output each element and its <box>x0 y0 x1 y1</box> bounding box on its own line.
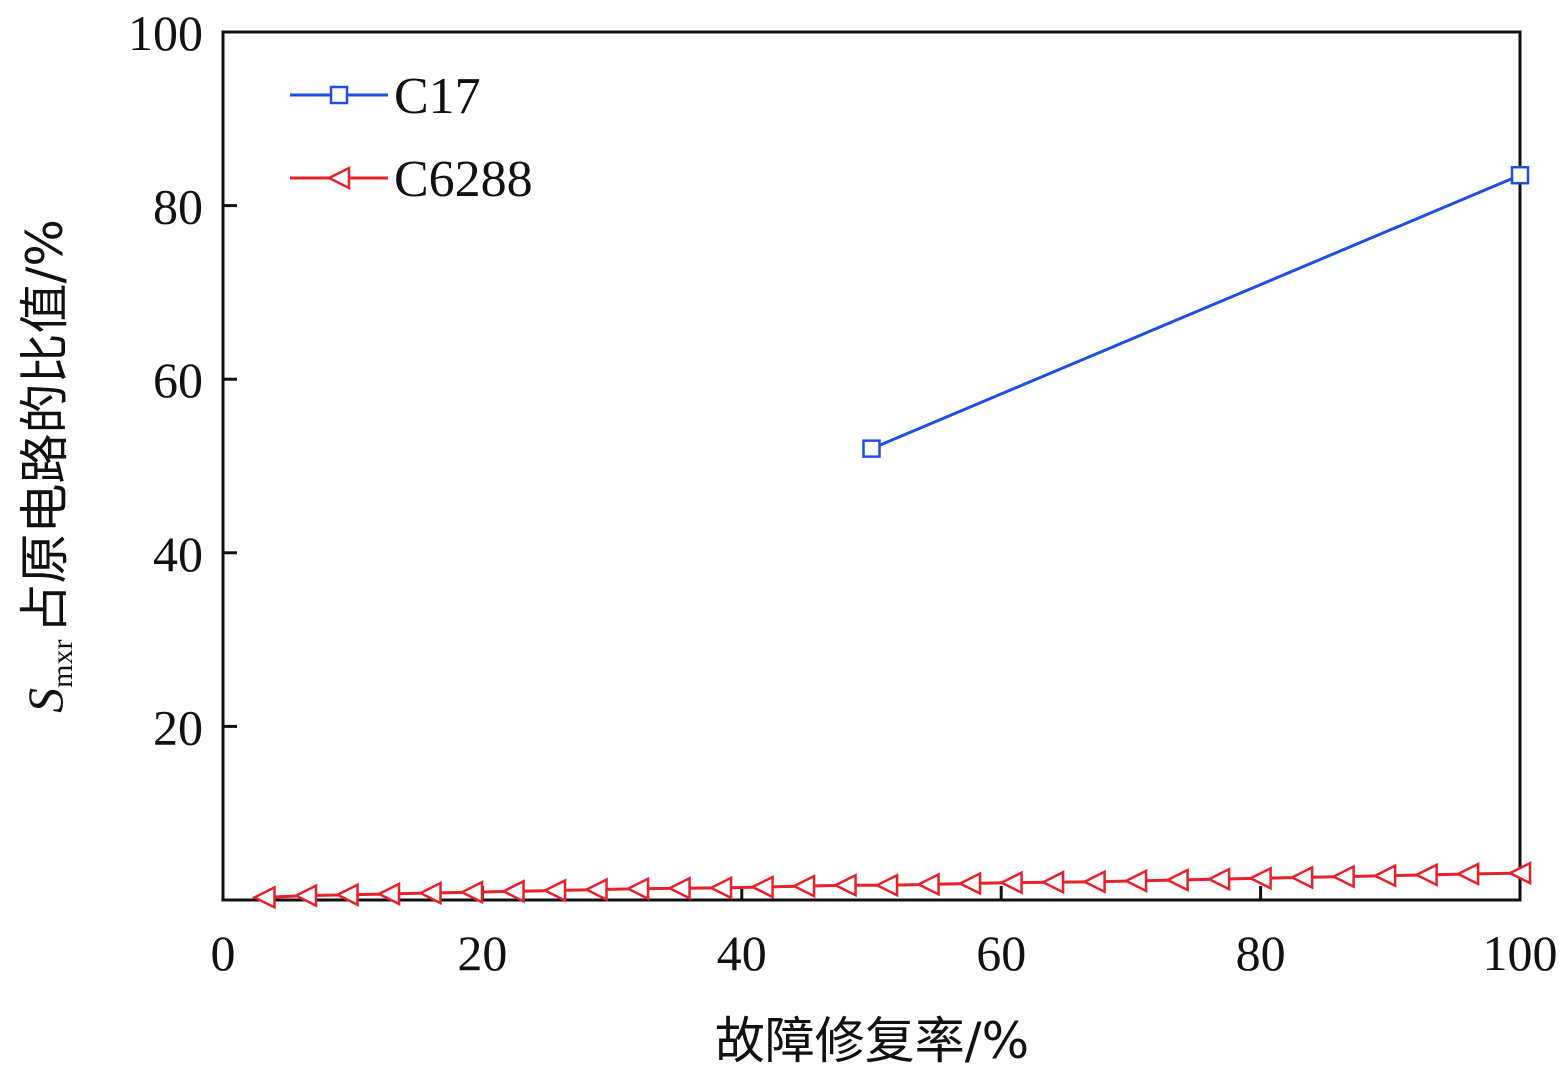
data-point-c6288 <box>459 880 484 905</box>
y-tick-label: 40 <box>153 526 203 582</box>
data-point-c6288 <box>1413 862 1438 887</box>
data-point-c6288 <box>915 872 940 897</box>
axis-ticks: 0 20 40 60 80 100 20 40 60 80 100 <box>128 5 1558 981</box>
data-point-c6288 <box>832 873 857 898</box>
y-axis-label-text: 占原电路的比值/% <box>16 219 74 633</box>
x-tick-label: 0 <box>211 925 236 981</box>
data-point-c6288 <box>1164 868 1189 893</box>
series-line-c17 <box>870 173 1521 451</box>
data-point-c6288 <box>542 878 567 903</box>
legend-item-c6288: C6288 <box>290 151 533 208</box>
x-tick-label: 60 <box>976 925 1026 981</box>
x-tick-label: 100 <box>1483 925 1558 981</box>
y-tick-label: 60 <box>153 352 203 408</box>
data-point-c6288 <box>1040 870 1065 895</box>
x-tick-label: 80 <box>1236 925 1286 981</box>
series-c17 <box>862 165 1530 458</box>
data-point-c6288 <box>874 873 899 898</box>
data-point-c6288 <box>293 883 318 908</box>
series-layer <box>251 165 1532 910</box>
data-point-c6288 <box>1507 861 1532 886</box>
data-point-c6288 <box>1206 867 1231 892</box>
y-tick-label: 80 <box>153 179 203 235</box>
data-point-c6288 <box>1081 869 1106 894</box>
legend-item-c17: C17 <box>290 68 481 125</box>
data-point-c6288 <box>1123 868 1148 893</box>
data-point-c6288 <box>1372 863 1397 888</box>
legend-marker-c17 <box>329 85 349 105</box>
x-axis-label: 故障修复率/% <box>715 1012 1029 1070</box>
data-point-c6288 <box>334 882 359 907</box>
svg-text:Smxr占原电路的比值/%: Smxr 占原电路的比值/% <box>16 219 79 713</box>
y-tick-label: 100 <box>128 5 203 61</box>
y-axis-label-symbol: S <box>17 688 73 713</box>
legend-marker-c6288 <box>326 165 351 191</box>
plot-frame <box>221 30 1522 902</box>
data-point-c6288 <box>376 881 401 906</box>
data-point-c6288 <box>583 877 608 902</box>
data-point-c6288 <box>1330 864 1355 889</box>
x-tick-label: 40 <box>717 925 767 981</box>
data-point-c17 <box>862 439 881 458</box>
data-point-c6288 <box>1455 861 1480 886</box>
data-point-c6288 <box>708 875 733 900</box>
data-point-c6288 <box>791 874 816 899</box>
data-point-c6288 <box>1289 865 1314 890</box>
data-point-c6288 <box>500 879 525 904</box>
data-point-c6288 <box>1247 866 1272 891</box>
legend-label-c17: C17 <box>394 68 481 125</box>
data-point-c17 <box>1510 165 1530 185</box>
data-point-c6288 <box>417 881 442 906</box>
data-point-c6288 <box>625 876 650 901</box>
data-point-c6288 <box>251 885 276 910</box>
data-point-c6288 <box>998 870 1023 895</box>
x-tick-label: 20 <box>457 925 507 981</box>
data-point-c6288 <box>957 871 982 896</box>
legend-label-c6288: C6288 <box>394 151 533 208</box>
data-point-c6288 <box>666 876 691 901</box>
legend: C17 C6288 <box>290 68 533 208</box>
y-axis-label: Smxr 占原电路的比值/% <box>16 219 79 713</box>
y-tick-label: 20 <box>153 699 203 755</box>
y-axis-label-subscript: mxr <box>46 640 79 688</box>
data-point-c6288 <box>749 874 774 900</box>
series-c6288 <box>251 861 1532 910</box>
